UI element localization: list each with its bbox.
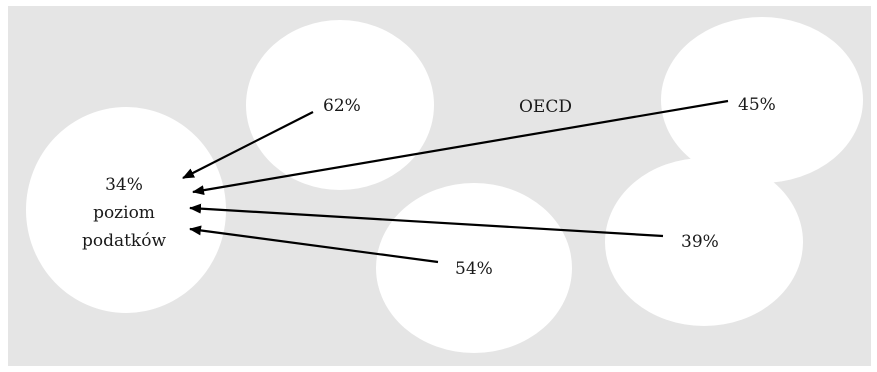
ellipse-45 — [661, 17, 863, 183]
node-62-label: 62% — [323, 96, 361, 116]
ellipse-54 — [376, 183, 572, 353]
node-39-label: 39% — [681, 232, 719, 252]
node-45-label: 45% — [738, 95, 776, 115]
center-node-value: 34% — [105, 175, 143, 195]
node-54-label: 54% — [455, 259, 493, 279]
ellipse-39 — [605, 158, 803, 326]
center-node-line2: poziom — [93, 203, 155, 223]
arrow-54-to-center — [189, 225, 439, 264]
arrow-62-to-center — [182, 111, 314, 179]
center-node-line3: podatków — [82, 231, 167, 251]
arrow-39-to-center — [189, 203, 664, 238]
ellipse-center — [26, 107, 226, 313]
header-label: OECD — [519, 97, 572, 117]
ellipse-62 — [246, 20, 434, 190]
arrow-45-to-center — [192, 99, 729, 196]
